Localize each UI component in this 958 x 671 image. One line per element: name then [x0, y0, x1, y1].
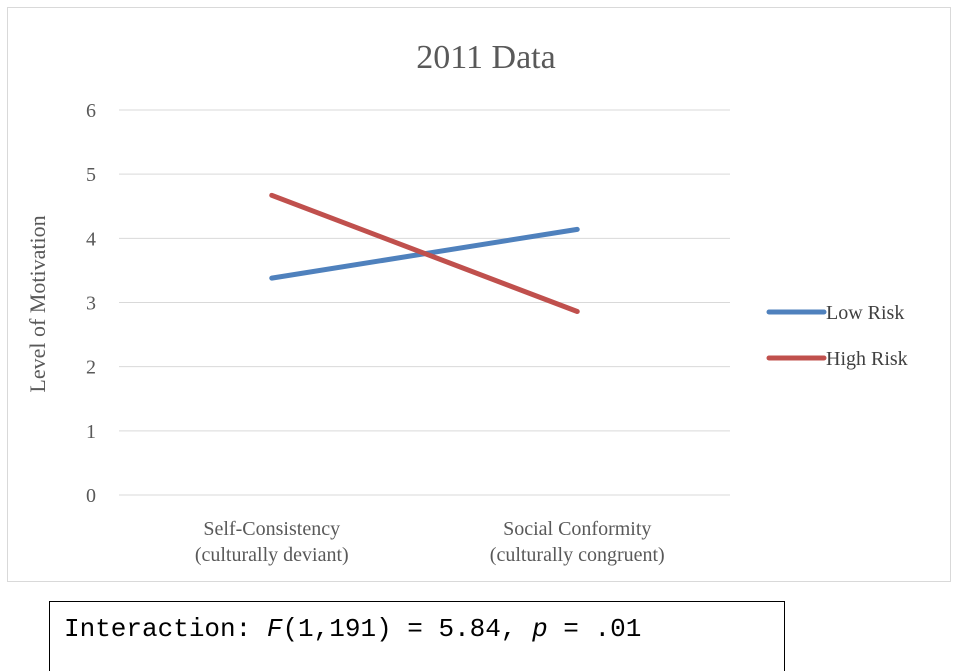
- y-tick-label-0: 0: [86, 485, 96, 507]
- x-tick-label-0-0: Self-Consistency: [203, 518, 340, 540]
- y-tick-label-2: 2: [86, 357, 96, 379]
- y-tick-label-3: 3: [86, 293, 96, 315]
- annotation-stat-symbol: F: [266, 614, 283, 644]
- interaction-annotation: Interaction: F(1,191) = 5.84, p = .01: [49, 601, 785, 671]
- annotation-p-value: = .01: [547, 614, 642, 644]
- y-tick-label-1: 1: [86, 421, 96, 443]
- x-tick-label-1-1: (culturally congruent): [490, 544, 665, 566]
- annotation-stat-args: (1,191) = 5.84,: [282, 614, 533, 644]
- y-tick-label-6: 6: [86, 100, 96, 122]
- series-lines: [269, 192, 580, 314]
- y-tick-label-5: 5: [86, 164, 96, 186]
- series-line-high-risk: [269, 192, 580, 314]
- chart-frame: 0 1 2 3 4 5 6 Self-Consistency (culturally devi…: [7, 7, 951, 582]
- y-axis-title: Level of Motivation: [25, 215, 50, 392]
- x-tick-labels: Self-Consistency (culturally deviant) Soci…: [195, 518, 665, 566]
- legend-label-low-risk: Low Risk: [826, 302, 904, 324]
- annotation-p-symbol: p: [532, 614, 548, 644]
- gridlines: [119, 109, 730, 496]
- x-tick-label-0-1: (culturally deviant): [195, 544, 349, 566]
- x-tick-label-1-0: Social Conformity: [503, 518, 651, 540]
- legend-label-high-risk: High Risk: [826, 348, 908, 370]
- annotation-prefix: Interaction:: [64, 614, 267, 644]
- line-chart: 0 1 2 3 4 5 6 Self-Consistency (culturally devi…: [25, 39, 908, 566]
- y-tick-label-4: 4: [86, 228, 96, 250]
- y-tick-labels: 0 1 2 3 4 5 6: [86, 100, 96, 507]
- chart-title: 2011 Data: [416, 39, 555, 76]
- legend: Low Risk High Risk: [766, 302, 908, 370]
